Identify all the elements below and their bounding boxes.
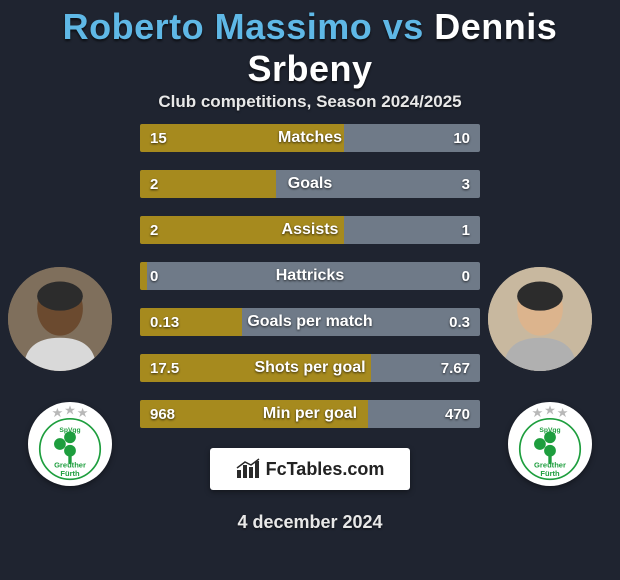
stat-bar-right xyxy=(371,354,480,382)
stat-bar-left xyxy=(140,262,147,290)
stat-row: 2 Assists 1 xyxy=(140,216,480,244)
stat-bar-right xyxy=(242,308,480,336)
fctables-logo: FcTables.com xyxy=(210,448,410,490)
stat-row: 17.5 Shots per goal 7.67 xyxy=(140,354,480,382)
stat-row: 2 Goals 3 xyxy=(140,170,480,198)
title-player1: Roberto Massimo xyxy=(63,6,373,47)
stat-bar-left xyxy=(140,400,368,428)
svg-text:Fürth: Fürth xyxy=(60,469,80,478)
stat-bar-right xyxy=(344,216,480,244)
stat-bar-left xyxy=(140,170,276,198)
stat-bar-left xyxy=(140,354,371,382)
player2-club-badge: SpVgg Greuther Fürth xyxy=(508,402,592,486)
stat-bar-right xyxy=(344,124,480,152)
stat-row: 0 Hattricks 0 xyxy=(140,262,480,290)
stat-bar-left xyxy=(140,216,344,244)
logo-chart-icon xyxy=(236,458,262,480)
stat-bar-left xyxy=(140,124,344,152)
stat-bar-left xyxy=(140,308,242,336)
svg-text:SpVgg: SpVgg xyxy=(59,427,80,434)
svg-text:Fürth: Fürth xyxy=(540,469,560,478)
stat-bars: 15 Matches 10 2 Goals 3 2 Assists 1 0 Ha… xyxy=(140,124,480,446)
date: 4 december 2024 xyxy=(0,512,620,533)
stat-bar-right xyxy=(147,262,480,290)
logo-text: FcTables.com xyxy=(266,459,385,480)
title-vs: vs xyxy=(383,6,435,47)
stat-bar-right xyxy=(276,170,480,198)
player1-avatar xyxy=(8,267,112,371)
player2-avatar xyxy=(488,267,592,371)
stat-row: 15 Matches 10 xyxy=(140,124,480,152)
page-title: Roberto Massimo vs Dennis Srbeny xyxy=(0,0,620,92)
stat-bar-right xyxy=(368,400,480,428)
player1-club-badge: SpVgg Greuther Fürth xyxy=(28,402,112,486)
svg-text:SpVgg: SpVgg xyxy=(539,427,560,434)
stat-row: 0.13 Goals per match 0.3 xyxy=(140,308,480,336)
subtitle: Club competitions, Season 2024/2025 xyxy=(0,92,620,112)
stat-row: 968 Min per goal 470 xyxy=(140,400,480,428)
